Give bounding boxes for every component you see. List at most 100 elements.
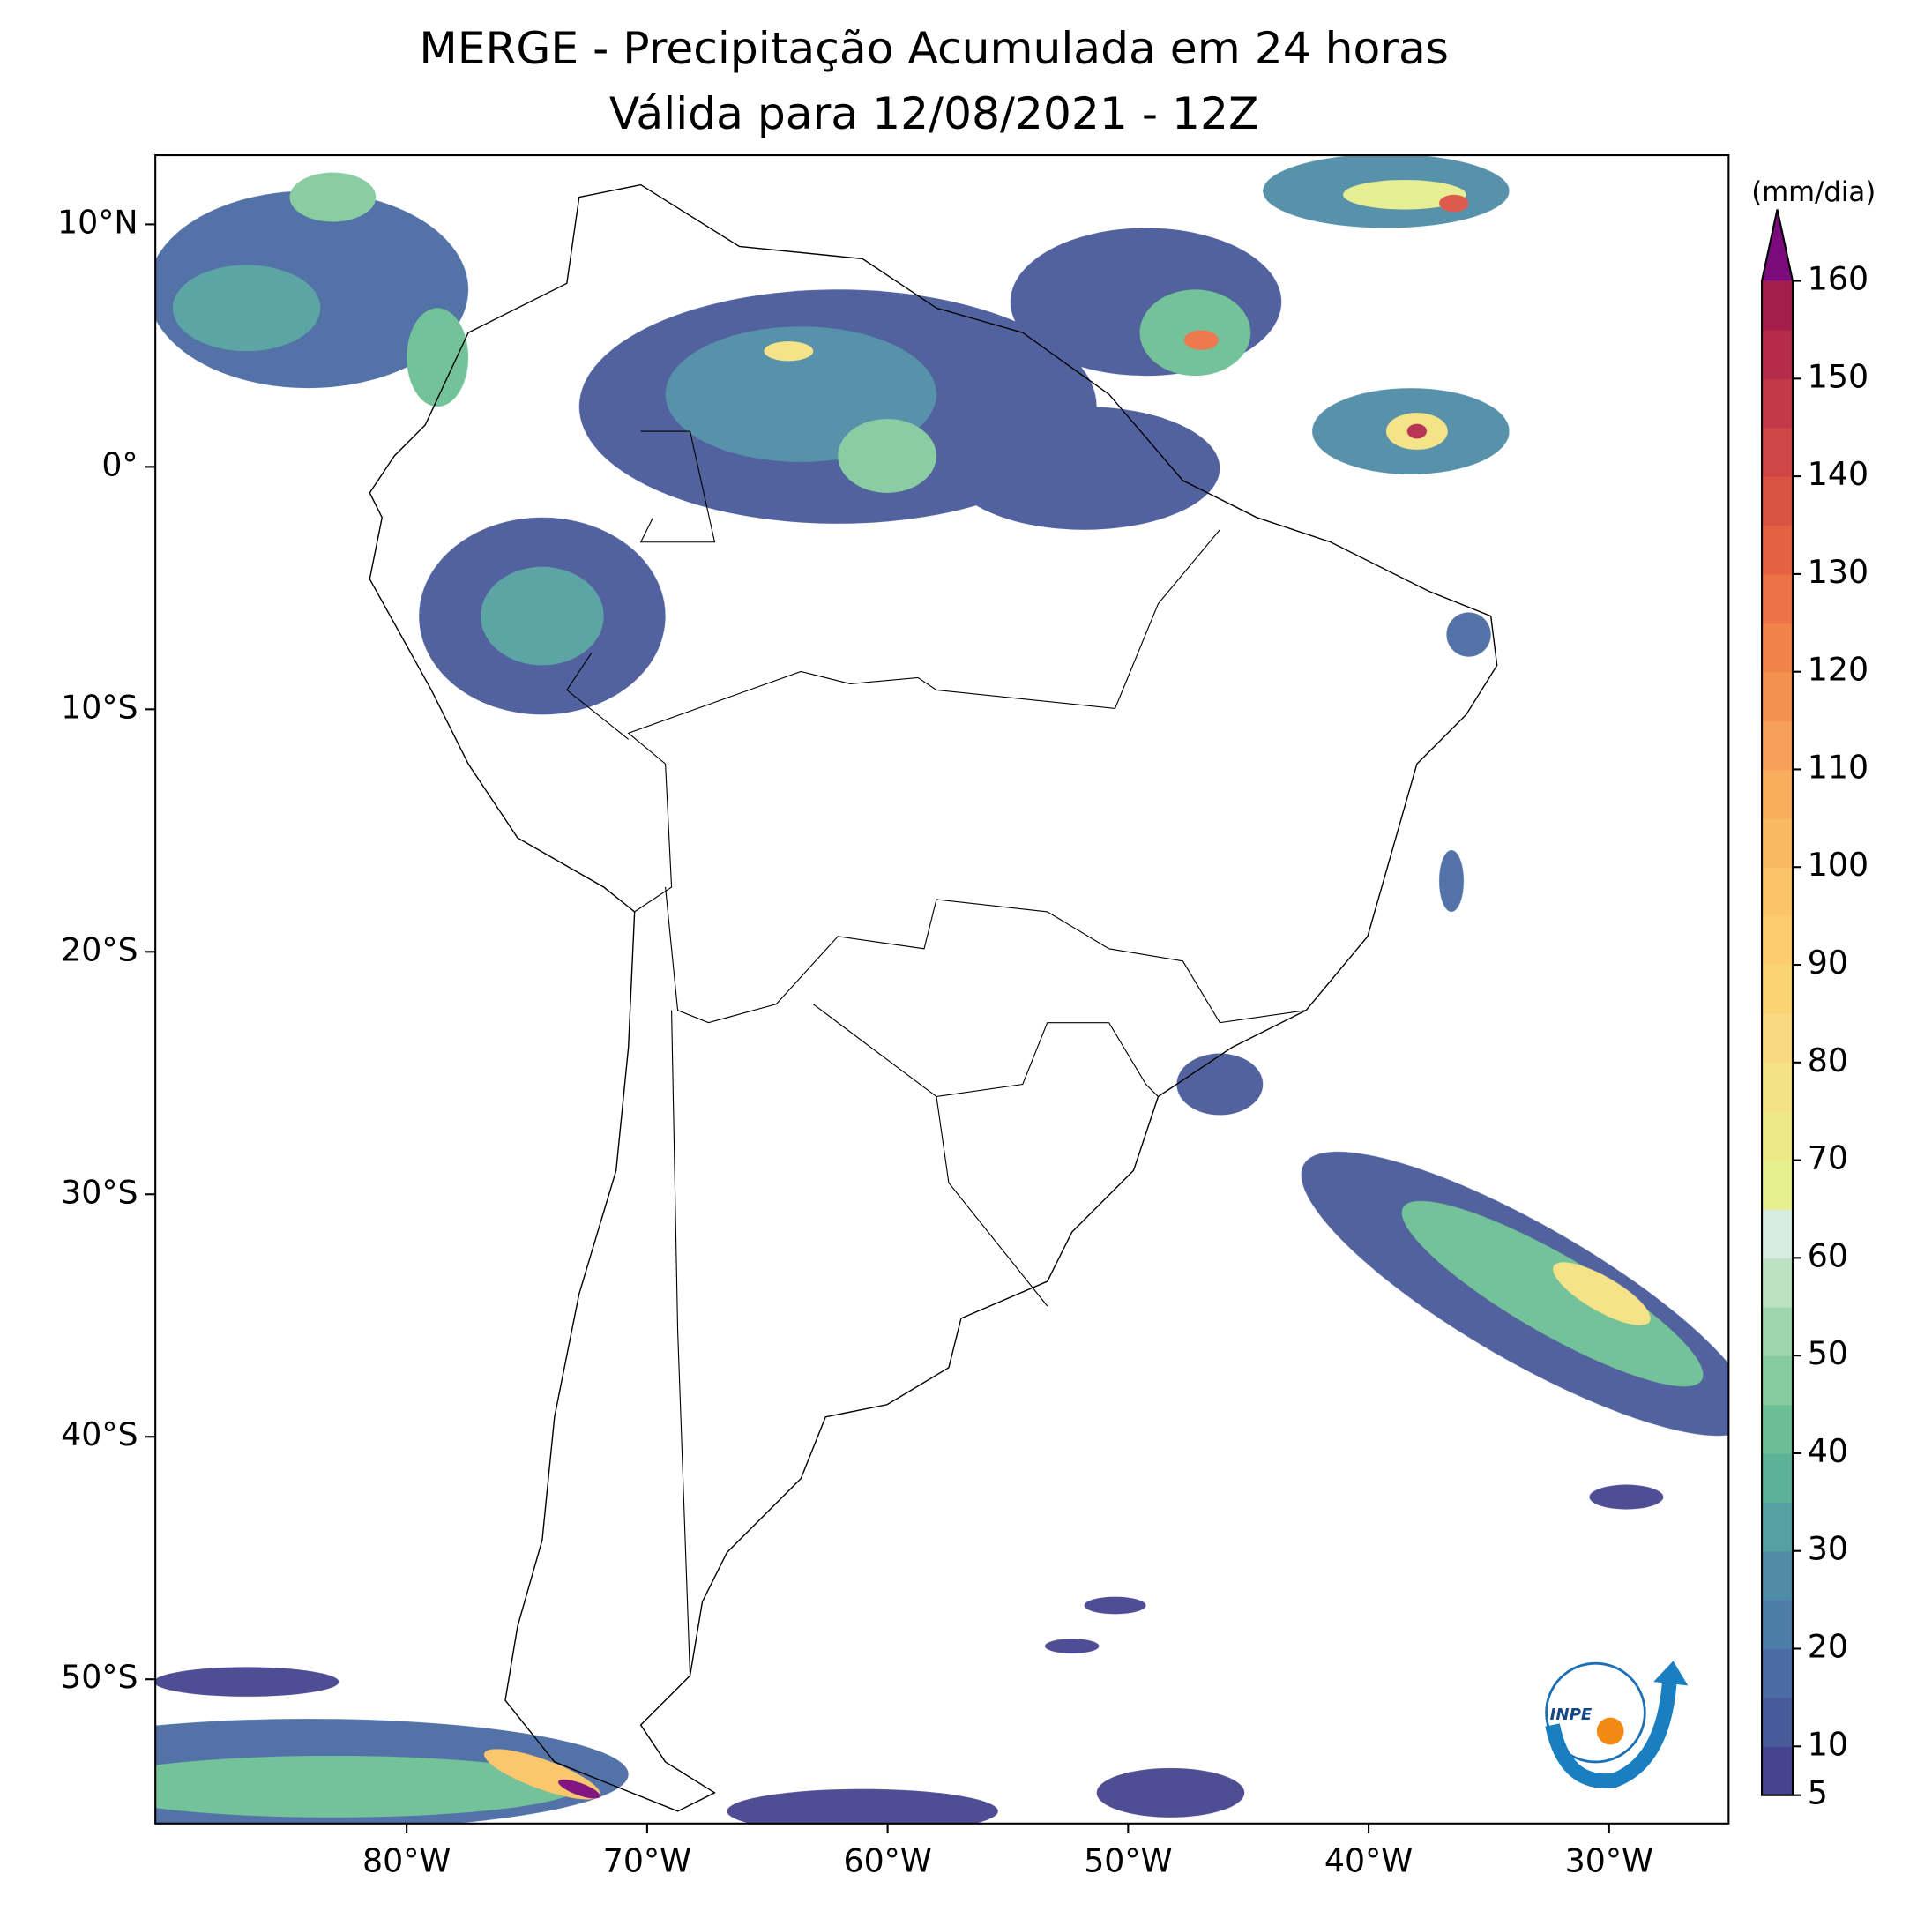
x-tick-label: 30°W: [1565, 1842, 1653, 1880]
precip-areas: [155, 155, 1729, 1824]
precip-area: [1553, 1262, 1651, 1325]
colorbar-bin: [1762, 378, 1793, 429]
precip-area: [1446, 612, 1491, 657]
precip-area: [1589, 1484, 1664, 1510]
colorbar-label: (mm/dia): [1751, 176, 1876, 208]
precip-area: [1439, 194, 1469, 213]
colorbar-bin: [1762, 1062, 1793, 1112]
colorbar-tick-label: 160: [1808, 260, 1869, 298]
precip-area: [172, 265, 321, 352]
y-tick-label: 50°S: [61, 1658, 138, 1696]
colorbar-bin: [1762, 1306, 1793, 1356]
y-tick-label: 30°S: [61, 1173, 138, 1211]
precip-area: [1044, 1639, 1100, 1653]
borders: [566, 430, 1307, 1676]
logo-dot: [1596, 1717, 1624, 1745]
colorbar-tick-label: 20: [1808, 1627, 1848, 1665]
colorbar-bin: [1762, 623, 1793, 673]
colorbar-bin: [1762, 1013, 1793, 1064]
precip-area: [407, 308, 469, 407]
colorbar-tick-label: 140: [1808, 455, 1869, 493]
colorbar-extend: [1762, 209, 1793, 281]
precip-area: [727, 1788, 998, 1824]
colorbar-tick-label: 30: [1808, 1530, 1848, 1568]
precip-area: [1183, 330, 1219, 350]
x-tick-label: 80°W: [362, 1842, 451, 1880]
colorbar-bin: [1762, 1502, 1793, 1552]
colorbar-bin: [1762, 1648, 1793, 1698]
colorbar-bin: [1762, 476, 1793, 526]
map-frame: [154, 153, 1730, 1825]
colorbar-tick-label: 130: [1808, 553, 1869, 591]
colorbar-tick-label: 10: [1808, 1725, 1848, 1763]
colorbar-bin: [1762, 671, 1793, 721]
y-tick-label: 40°S: [61, 1415, 138, 1453]
precip-area: [155, 1755, 579, 1818]
colorbar-tick-label: 50: [1808, 1334, 1848, 1372]
colorbar-tick-label: 70: [1808, 1139, 1848, 1177]
logo-ring: [1545, 1661, 1646, 1764]
precip-area: [1084, 1596, 1146, 1615]
colorbar-tick-label: 40: [1808, 1432, 1848, 1470]
precip-area: [948, 407, 1220, 530]
precip-area: [838, 419, 936, 493]
y-tick-label: 20°S: [61, 930, 138, 968]
colorbar-bin: [1762, 1697, 1793, 1747]
colorbar-bin: [1762, 1746, 1793, 1796]
precip-area: [1096, 1767, 1245, 1818]
y-tick-label: 10°N: [57, 203, 138, 241]
logo-arc: [1545, 1681, 1677, 1788]
precip-area: [1176, 1053, 1264, 1116]
colorbar-bin: [1762, 525, 1793, 575]
x-tick-label: 50°W: [1084, 1842, 1172, 1880]
colorbar-tick-label: 100: [1808, 846, 1869, 884]
colorbar-bin: [1762, 817, 1793, 868]
precip-area: [764, 341, 814, 362]
precip-area: [155, 1667, 339, 1697]
logo: INPE: [1545, 1661, 1689, 1788]
y-tick-label: 0°: [101, 445, 138, 483]
map-area: [155, 155, 1729, 1824]
colorbar-tick-label: 120: [1808, 651, 1869, 689]
colorbar-bin: [1762, 1208, 1793, 1259]
colorbar-bin: [1762, 1600, 1793, 1650]
colorbar-bin: [1762, 769, 1793, 819]
precip-area: [1343, 179, 1466, 210]
colorbar-tick-label: 150: [1808, 357, 1869, 395]
precip-area: [1406, 423, 1428, 439]
coastline: [369, 183, 1498, 1812]
colorbar-bin: [1762, 1404, 1793, 1454]
colorbar-tick-label: 90: [1808, 944, 1848, 982]
logo-arrow: [1653, 1661, 1689, 1686]
colorbar-bin: [1762, 1355, 1793, 1406]
colorbar-frame: [1761, 209, 1794, 1796]
colorbar-bin: [1762, 1258, 1793, 1308]
y-tick-label: 10°S: [61, 688, 138, 726]
title: MERGE - Precipitação Acumulada em 24 hor…: [419, 22, 1449, 74]
x-tick-label: 60°W: [843, 1842, 931, 1880]
colorbar-bin: [1762, 427, 1793, 477]
colorbar-bin: [1762, 329, 1793, 380]
colorbar-tick-label: 110: [1808, 748, 1869, 786]
colorbar-tick-label: 60: [1808, 1236, 1848, 1274]
precip-area: [1439, 850, 1464, 912]
colorbar-bin: [1762, 1160, 1793, 1210]
colorbar-bin: [1762, 280, 1793, 331]
colorbar-bin: [1762, 965, 1793, 1015]
colorbar-bin: [1762, 720, 1793, 771]
x-tick-label: 70°W: [603, 1842, 691, 1880]
subtitle: Válida para 12/08/2021 - 12Z: [609, 87, 1259, 139]
x-tick-label: 40°W: [1324, 1842, 1413, 1880]
colorbar-bin: [1762, 573, 1793, 623]
colorbar-bin: [1762, 1452, 1793, 1504]
precip-area: [1401, 1200, 1704, 1387]
colorbar-tick-label: 80: [1808, 1041, 1848, 1079]
precip-area: [289, 172, 377, 222]
precip-area: [481, 566, 604, 666]
colorbar-bin: [1762, 1111, 1793, 1161]
colorbar-bin: [1762, 915, 1793, 966]
colorbar-tick-label: 5: [1808, 1774, 1828, 1812]
logo-text: INPE: [1550, 1706, 1593, 1724]
